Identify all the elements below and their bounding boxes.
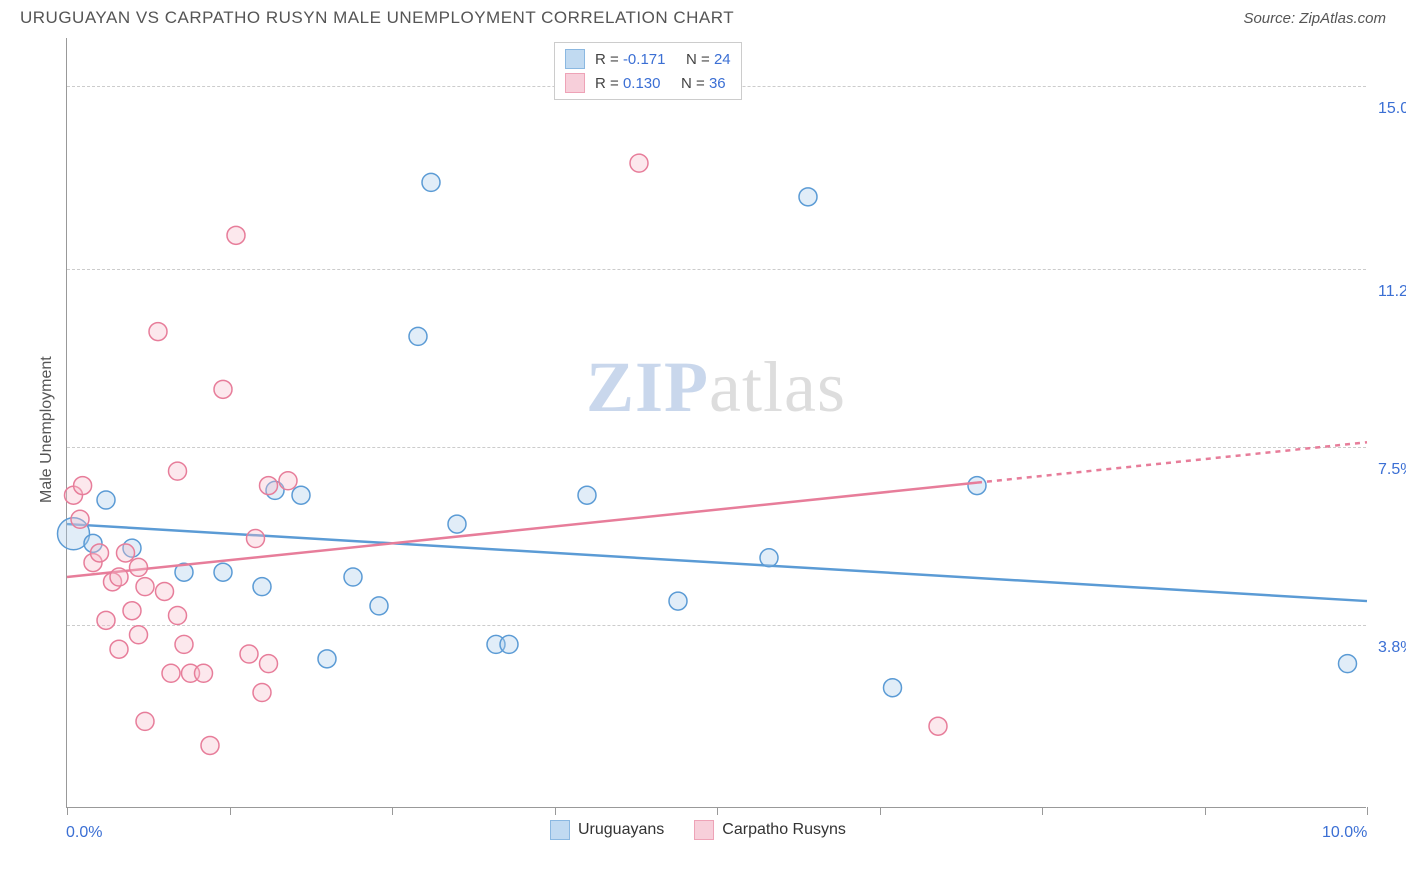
trend-line (67, 483, 977, 577)
data-point (97, 491, 115, 509)
legend-swatch (550, 820, 570, 840)
x-tick (1042, 807, 1043, 815)
chart-svg (67, 38, 1367, 808)
plot-area (66, 38, 1366, 808)
data-point (110, 640, 128, 658)
data-point (370, 597, 388, 615)
data-point (136, 578, 154, 596)
data-point (214, 563, 232, 581)
data-point (669, 592, 687, 610)
y-tick-label: 15.0% (1378, 100, 1406, 118)
data-point (149, 323, 167, 341)
legend-item: Carpatho Rusyns (694, 820, 846, 840)
data-point (123, 602, 141, 620)
x-tick (880, 807, 881, 815)
x-tick (67, 807, 68, 815)
legend-row: R = 0.130 N = 36 (565, 71, 731, 95)
legend-stats: R = 0.130 N = 36 (595, 75, 726, 92)
data-point (130, 558, 148, 576)
y-tick-label: 11.2% (1378, 283, 1406, 301)
legend-label: Carpatho Rusyns (722, 821, 846, 839)
data-point (97, 611, 115, 629)
data-point (253, 578, 271, 596)
data-point (136, 712, 154, 730)
chart-title: URUGUAYAN VS CARPATHO RUSYN MALE UNEMPLO… (20, 8, 734, 28)
data-point (929, 717, 947, 735)
data-point (448, 515, 466, 533)
data-point (578, 486, 596, 504)
x-tick (392, 807, 393, 815)
data-point (318, 650, 336, 668)
data-point (240, 645, 258, 663)
data-point (117, 544, 135, 562)
data-point (760, 549, 778, 567)
data-point (799, 188, 817, 206)
data-point (195, 664, 213, 682)
legend-stats: R = -0.171 N = 24 (595, 51, 731, 68)
data-point (71, 510, 89, 528)
data-point (422, 173, 440, 191)
data-point (1339, 655, 1357, 673)
x-tick-label: 0.0% (66, 824, 102, 842)
data-point (279, 472, 297, 490)
legend-row: R = -0.171 N = 24 (565, 47, 731, 71)
data-point (292, 486, 310, 504)
x-tick (1205, 807, 1206, 815)
data-point (260, 655, 278, 673)
data-point (175, 635, 193, 653)
y-tick-label: 3.8% (1378, 639, 1406, 657)
data-point (409, 327, 427, 345)
data-point (110, 568, 128, 586)
data-point (630, 154, 648, 172)
data-point (162, 664, 180, 682)
data-point (214, 380, 232, 398)
data-point (74, 477, 92, 495)
chart-source: Source: ZipAtlas.com (1243, 10, 1386, 27)
x-tick (230, 807, 231, 815)
legend-item: Uruguayans (550, 820, 664, 840)
chart-header: URUGUAYAN VS CARPATHO RUSYN MALE UNEMPLO… (0, 0, 1406, 32)
series-legend: Uruguayans Carpatho Rusyns (550, 820, 846, 840)
x-tick-label: 10.0% (1322, 824, 1367, 842)
data-point (91, 544, 109, 562)
legend-swatch (565, 73, 585, 93)
x-tick (1367, 807, 1368, 815)
legend-label: Uruguayans (578, 821, 664, 839)
legend-swatch (694, 820, 714, 840)
trend-line-dashed (977, 442, 1367, 482)
correlation-legend: R = -0.171 N = 24 R = 0.130 N = 36 (554, 42, 742, 100)
x-tick (555, 807, 556, 815)
data-point (227, 226, 245, 244)
data-point (260, 477, 278, 495)
y-axis-label: Male Unemployment (38, 356, 56, 503)
data-point (247, 530, 265, 548)
data-point (130, 626, 148, 644)
data-point (169, 607, 187, 625)
data-point (344, 568, 362, 586)
data-point (156, 582, 174, 600)
data-point (201, 736, 219, 754)
x-tick (717, 807, 718, 815)
legend-swatch (565, 49, 585, 69)
data-point (884, 679, 902, 697)
data-point (968, 477, 986, 495)
data-point (253, 684, 271, 702)
data-point (500, 635, 518, 653)
data-point (169, 462, 187, 480)
y-tick-label: 7.5% (1378, 461, 1406, 479)
